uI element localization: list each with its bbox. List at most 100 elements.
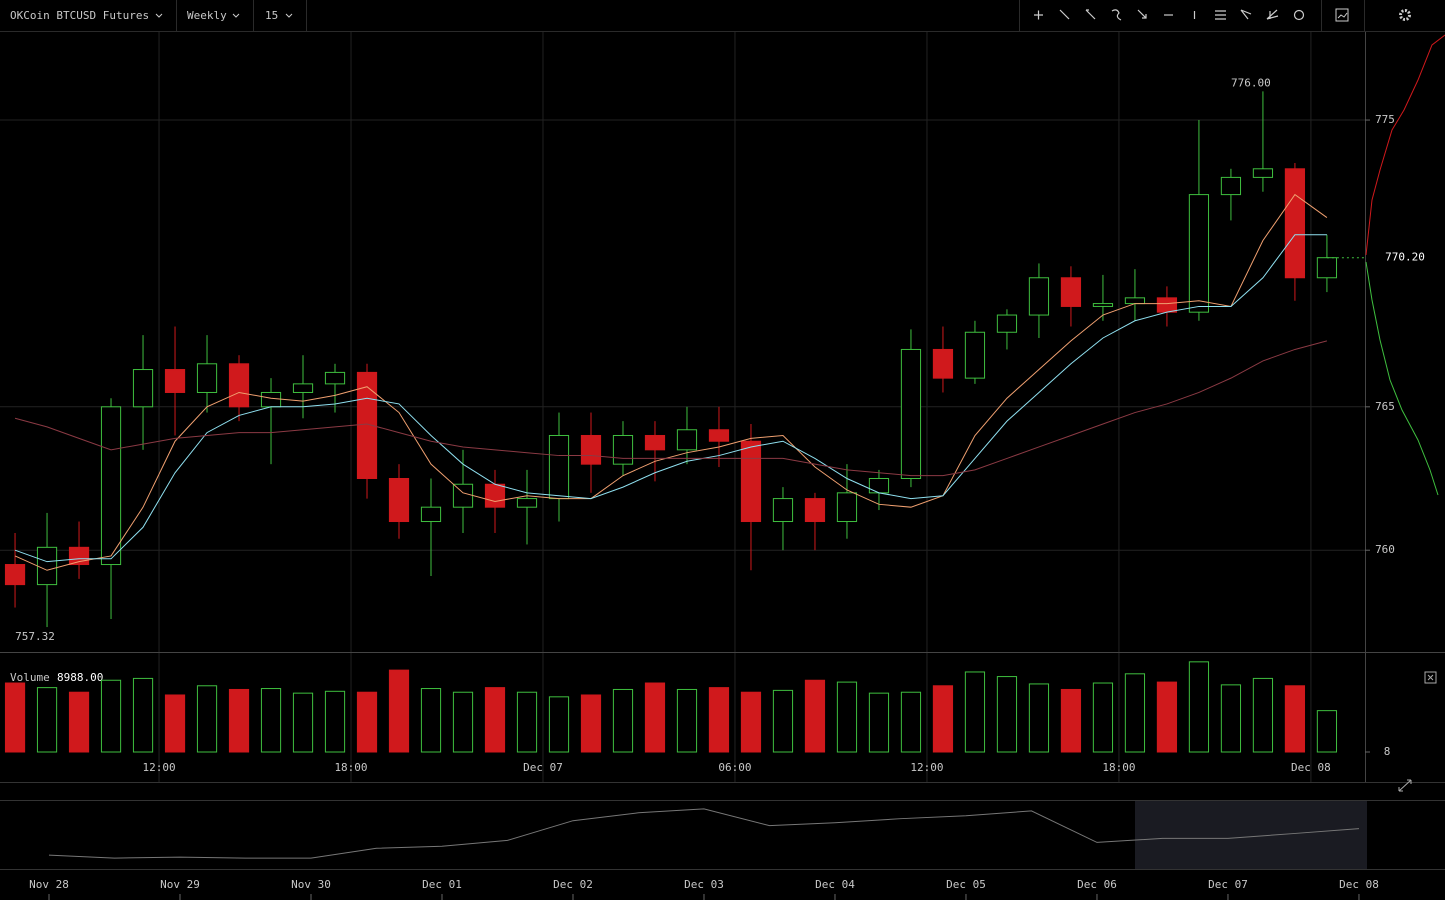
candle-body — [932, 348, 954, 379]
candle-body — [484, 483, 506, 508]
candle-body — [1252, 168, 1274, 178]
volume-bar — [484, 687, 506, 753]
volume-bar — [1092, 682, 1114, 753]
candle-body — [708, 429, 730, 442]
candle-body — [292, 383, 314, 393]
candle-body — [996, 314, 1018, 333]
candle-body — [900, 348, 922, 480]
candle-body — [548, 434, 570, 500]
volume-bar — [1028, 683, 1050, 753]
x-tick-label: Dec 06 — [1077, 878, 1117, 891]
fan-tool[interactable] — [1240, 9, 1252, 20]
candle-body — [324, 371, 346, 385]
candle-body — [868, 478, 890, 494]
moving-average — [14, 340, 1328, 477]
volume-bar — [356, 691, 378, 753]
candle-body — [36, 546, 58, 586]
line-tool[interactable] — [1059, 9, 1070, 20]
caret — [155, 13, 163, 18]
x-tick-label: Dec 07 — [523, 761, 563, 774]
x-tick-label: Dec 08 — [1339, 878, 1379, 891]
circle-tool[interactable] — [1293, 9, 1305, 21]
candle-body — [644, 434, 666, 451]
candle-body — [772, 498, 794, 523]
volume-bar — [1284, 685, 1306, 753]
depth-asks — [1365, 34, 1445, 256]
caret — [232, 13, 240, 18]
candle-body — [836, 492, 858, 523]
x-tick-label: Dec 08 — [1291, 761, 1331, 774]
volume-bar — [836, 681, 858, 753]
expand-button[interactable] — [1398, 779, 1412, 792]
candle-body — [580, 434, 602, 465]
x-tick-label: Nov 30 — [291, 878, 331, 891]
drawing-tools — [1034, 9, 1305, 21]
candle-body — [164, 369, 186, 393]
close-volume-button[interactable] — [1424, 671, 1437, 684]
y-tick-label: 8 — [1384, 745, 1391, 758]
volume-bar — [644, 682, 666, 753]
last-price-label: 770.20 — [1385, 251, 1425, 264]
volume-bar — [996, 676, 1018, 753]
x-tick-label: 12:00 — [142, 761, 175, 774]
candle-body — [1316, 257, 1338, 279]
indicator-button[interactable] — [1335, 8, 1349, 22]
volume-bar — [1060, 688, 1082, 753]
volume-bar — [516, 691, 538, 753]
crosshair-tool[interactable] — [1034, 10, 1043, 20]
price-annotation: 757.32 — [15, 630, 55, 643]
volume-bar — [196, 685, 218, 753]
x-tick-label: 18:00 — [334, 761, 367, 774]
volume-bar — [676, 688, 698, 753]
x-tick-label: Nov 28 — [29, 878, 69, 891]
volume-bar — [388, 669, 410, 753]
volume-bar — [612, 688, 634, 753]
candle-body — [804, 498, 826, 523]
toolbar: OKCoin BTCUSD Futures Weekly 15 — [0, 0, 1445, 32]
fib-tool[interactable] — [1215, 10, 1226, 20]
volume-bar — [420, 688, 442, 753]
candle-body — [196, 363, 218, 393]
volume-bar — [164, 694, 186, 753]
y-tick-label: 765 — [1375, 400, 1395, 413]
volume-bar — [1188, 661, 1210, 753]
candle-body — [132, 369, 154, 408]
depth-bids — [1365, 261, 1439, 496]
volume-bar — [132, 677, 154, 753]
volume-bar — [1156, 681, 1178, 753]
volume-bar — [68, 691, 90, 753]
candle-body — [1284, 168, 1306, 279]
x-tick-label: 12:00 — [910, 761, 943, 774]
indicator-icon — [1337, 12, 1348, 19]
volume-bar — [228, 688, 250, 753]
ray-tool[interactable] — [1085, 9, 1096, 20]
candle-body — [1124, 297, 1146, 305]
interval-select[interactable]: 15 — [265, 9, 278, 22]
x-tick-label: Dec 04 — [815, 878, 855, 891]
close-icon — [1427, 674, 1434, 681]
x-tick-label: Dec 02 — [553, 878, 593, 891]
arrow-tool[interactable] — [1137, 9, 1147, 19]
candle-body — [964, 331, 986, 379]
range-select[interactable]: Weekly — [187, 9, 227, 22]
volume-title: Volume — [10, 671, 50, 684]
x-tick-label: Dec 01 — [422, 878, 462, 891]
candle-body — [260, 391, 282, 408]
navigator-selection[interactable] — [1135, 801, 1367, 869]
curve-tool[interactable] — [1111, 9, 1122, 21]
gann-tool[interactable] — [1266, 9, 1279, 20]
volume-bar — [1252, 677, 1274, 753]
y-tick-label: 775 — [1375, 113, 1395, 126]
volume-bar — [580, 694, 602, 753]
caret — [285, 13, 293, 18]
settings-button[interactable] — [1399, 9, 1411, 21]
symbol-select[interactable]: OKCoin BTCUSD Futures — [10, 9, 149, 22]
x-tick-label: 06:00 — [718, 761, 751, 774]
x-tick-label: Nov 29 — [160, 878, 200, 891]
candle-body — [4, 564, 26, 586]
volume-bar — [740, 691, 762, 753]
volume-bar — [868, 692, 890, 753]
candle-body — [1220, 176, 1242, 196]
candle-body — [1156, 297, 1178, 313]
volume-bar — [36, 687, 58, 753]
